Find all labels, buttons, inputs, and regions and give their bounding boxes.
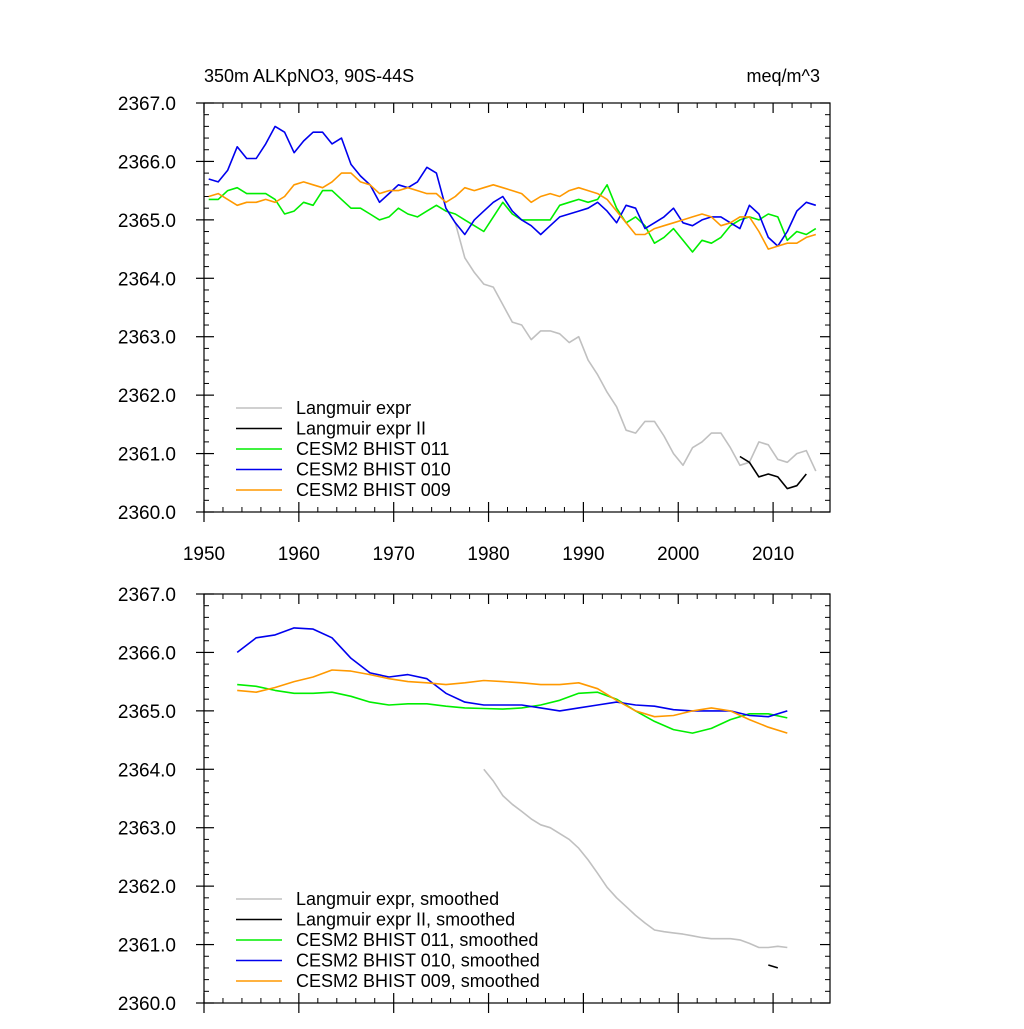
x-tick-label: 1960: [278, 544, 320, 565]
x-tick-label: 1950: [183, 544, 225, 565]
panel-title: 350m ALKpNO3, 90S-44S: [204, 66, 414, 86]
series-line-3: [237, 683, 788, 734]
series-line-5: [208, 172, 817, 250]
y-tick-label: 2365.0: [118, 702, 176, 723]
series-line-4: [236, 627, 788, 718]
y-tick-label: 2364.0: [118, 760, 176, 781]
series-line-4: [208, 125, 817, 247]
x-tick-label: 2000: [657, 544, 699, 565]
y-tick-label: 2367.0: [118, 585, 176, 606]
legend-label: CESM2 BHIST 011, smoothed: [296, 930, 538, 950]
y-tick-label: 2364.0: [118, 269, 176, 290]
top-panel: 350m ALKpNO3, 90S-44S meq/m^3 2360.0 2361…: [118, 66, 831, 565]
legend-label: Langmuir expr II: [296, 419, 426, 439]
y-tick-label: 2363.0: [118, 328, 176, 349]
series-line-3: [208, 184, 817, 253]
y-tick-label: 2362.0: [118, 386, 176, 407]
legend-label: CESM2 BHIST 010, smoothed: [296, 951, 540, 971]
series-line-1: [483, 768, 788, 949]
plot-frame: [203, 102, 831, 513]
x-tick-label: 1990: [562, 544, 604, 565]
x-tick-label: 1980: [467, 544, 509, 565]
legend-label: CESM2 BHIST 009, smoothed: [296, 971, 540, 991]
y-tick-label: 2361.0: [118, 936, 176, 957]
series-line-5: [237, 669, 788, 734]
legend-label: CESM2 BHIST 010: [296, 460, 451, 480]
y-tick-label: 2366.0: [118, 152, 176, 173]
y-tick-label: 2362.0: [118, 877, 176, 898]
legend-label: Langmuir expr II, smoothed: [296, 910, 515, 930]
y-tick-label: 2365.0: [118, 211, 176, 232]
y-tick-label: 2361.0: [118, 445, 176, 466]
y-tick-label: 2363.0: [118, 819, 176, 840]
y-tick-label: 2367.0: [118, 94, 176, 115]
x-tick-label: 2010: [752, 544, 794, 565]
y-tick-label: 2360.0: [118, 503, 176, 524]
bottom-panel: 2360.0 2361.0 2362.0 2363.0 2364.0 2365.0 2366…: [118, 585, 831, 1015]
legend-label: CESM2 BHIST 011: [296, 439, 449, 459]
series-line-1: [454, 222, 817, 472]
series-line-2: [768, 964, 779, 969]
series-line-2: [739, 455, 807, 490]
legend-label: Langmuir expr: [296, 398, 411, 418]
plot-frame: [203, 593, 831, 1004]
legend-label: Langmuir expr, smoothed: [296, 889, 499, 909]
legend-label: CESM2 BHIST 009: [296, 480, 451, 500]
y-tick-label: 2366.0: [118, 643, 176, 664]
x-tick-label: 1970: [373, 544, 415, 565]
panel-units: meq/m^3: [747, 66, 820, 86]
y-tick-label: 2360.0: [118, 994, 176, 1015]
